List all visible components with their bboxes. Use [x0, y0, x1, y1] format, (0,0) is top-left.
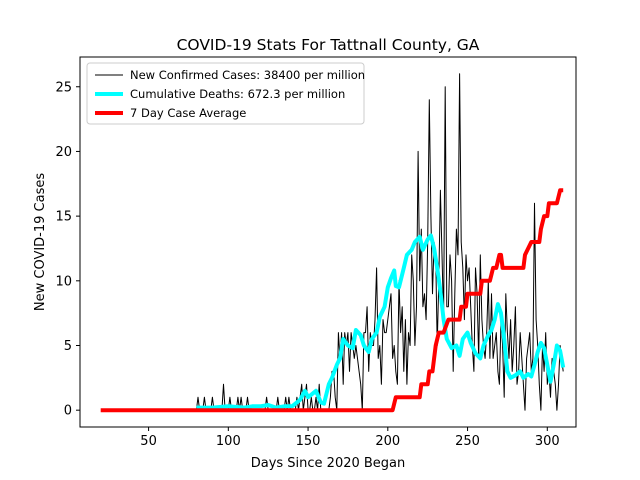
y-tick-label: 20 — [55, 145, 72, 160]
legend-box — [86, 62, 365, 125]
plot-area: 50 100 150 200 250 300 0 5 10 15 20 25 — [55, 56, 577, 449]
x-tick-label: 150 — [296, 434, 321, 449]
series-group — [100, 73, 566, 413]
legend-label: New Confirmed Cases: 38400 per million — [130, 68, 365, 82]
y-tick-label: 0 — [64, 404, 72, 419]
x-tick-label: 300 — [535, 434, 560, 449]
x-tick-label: 200 — [375, 434, 400, 449]
y-tick-label: 5 — [64, 339, 72, 354]
legend-label: Cumulative Deaths: 672.3 per million — [130, 87, 345, 101]
legend: New Confirmed Cases: 38400 per million Cu… — [86, 62, 365, 125]
chart-title: COVID-19 Stats For Tattnall County, GA — [177, 36, 480, 54]
x-tick-label: 50 — [140, 434, 157, 449]
x-tick-label: 100 — [216, 434, 241, 449]
series-line-3 — [100, 188, 564, 413]
x-tick-label: 250 — [455, 434, 480, 449]
y-axis-title: New COVID-19 Cases — [33, 173, 48, 311]
x-axis-title: Days Since 2020 Began — [251, 456, 406, 471]
y-tick-label: 25 — [55, 80, 72, 95]
series-line-2 — [196, 233, 566, 410]
plot-frame — [79, 56, 577, 428]
y-tick-label: 10 — [55, 274, 72, 289]
legend-label: 7 Day Case Average — [130, 106, 246, 120]
y-tick-label: 15 — [55, 210, 72, 225]
